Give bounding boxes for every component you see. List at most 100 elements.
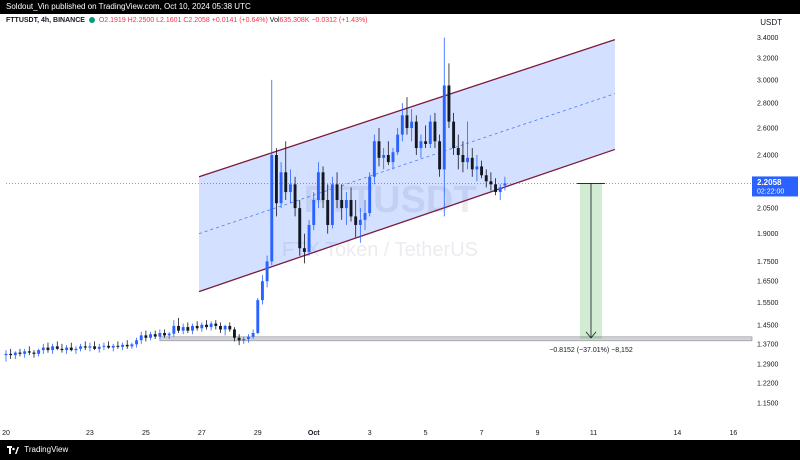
candle [13,351,17,359]
high-value: H2.2500 [127,17,155,24]
candle-body [209,323,213,328]
candle-body [316,172,320,200]
bar-countdown: 02:22:00 [757,188,784,195]
candle-body [344,199,348,209]
price-tick-label: 3.0000 [757,77,779,84]
candle-body [83,346,87,348]
symbol-label[interactable]: FTTUSDT, 4h, BINANCE [6,17,85,24]
candle [83,341,87,351]
candle [228,322,232,332]
candle [405,97,409,135]
time-axis[interactable]: 20 23 25 27 29 Oct 3 5 7 9 11 14 16 [2,430,737,437]
candle [107,341,111,349]
candle-body [349,199,353,217]
candle [414,115,418,156]
candle [88,342,92,352]
candle [260,275,264,305]
candle [503,176,507,191]
candle-body [382,155,386,158]
candle [177,317,180,333]
price-tick-label: 1.4500 [757,322,779,329]
candle-body [18,352,22,354]
candle [121,342,125,351]
candles [4,37,507,362]
candle [466,121,470,170]
candle [372,134,376,185]
candle [51,343,55,354]
channel-mid-line [198,93,616,235]
candle [37,348,41,357]
candle [125,340,129,349]
candle [461,141,465,173]
candle-body [480,166,484,176]
price-tick-label: 1.9000 [757,231,779,238]
candle-body [125,344,129,347]
low-value: L2.1601 [156,17,182,24]
measure-arrow-icon [585,331,597,339]
candle [93,341,97,351]
candle-body [270,155,274,262]
close-value: C2.2058 [183,17,210,24]
candle [27,346,31,356]
candle-body [27,351,31,353]
candle-body [265,261,269,282]
candle-body [97,346,101,349]
currency-label[interactable]: USDT [760,18,782,27]
open-value: O2.1919 [98,17,126,24]
candle-body [46,347,50,351]
candle-body [88,346,92,348]
candle-body [79,346,83,349]
candle-body [130,344,134,347]
chart-plot[interactable]: FTTUSDT, 4h, BINANCE O2.1919 H2.2500 L2.… [0,14,800,440]
candle [424,125,428,149]
price-axis[interactable]: 3.4000 3.2000 3.0000 2.8000 2.6000 2.4000 2.20… [757,35,779,407]
time-tick-label: 5 [424,430,428,437]
footer-brand: TradingView [24,445,69,454]
candle [382,148,386,170]
candle-body [419,141,423,149]
candle [326,184,330,234]
candle-body [121,344,125,347]
candle [111,343,115,352]
candle [363,199,367,231]
candle [494,178,498,196]
candle [480,160,484,179]
candle-body [144,335,148,338]
candle [307,219,311,256]
candle-body [107,345,111,348]
time-tick-label: 23 [86,430,94,437]
candle [209,321,213,331]
candle [396,128,400,156]
candle-body [205,324,208,328]
candle [223,324,227,336]
candle [349,187,353,222]
candle-body [51,346,55,351]
candle-body [368,176,372,214]
candle-body [69,347,73,351]
candlestick-chart[interactable]: FTTUSDT FTX Token / TetherUS −0.8152 (−3… [0,14,800,440]
candle-body [153,334,157,337]
price-tick-label: 3.4000 [757,35,779,42]
price-tick-label: 1.3700 [757,341,779,348]
candle [256,297,260,335]
candle [46,342,50,353]
candle [158,329,162,339]
price-range-measure[interactable] [577,183,605,339]
price-tick-label: 1.1500 [757,400,779,407]
candle-body [372,141,376,177]
candle-body [74,348,78,351]
candle [200,322,204,332]
candle-body [223,325,227,330]
candle [219,322,222,333]
price-tick-label: 3.2000 [757,56,779,63]
candle-body [195,325,199,329]
candle [335,172,339,209]
candle [135,337,138,348]
volume-label: Vol [269,17,280,24]
candle-body [242,338,246,341]
candle [470,148,474,177]
candle [191,323,194,335]
candle-body [172,325,176,334]
candle [274,148,278,217]
candle [419,134,423,158]
